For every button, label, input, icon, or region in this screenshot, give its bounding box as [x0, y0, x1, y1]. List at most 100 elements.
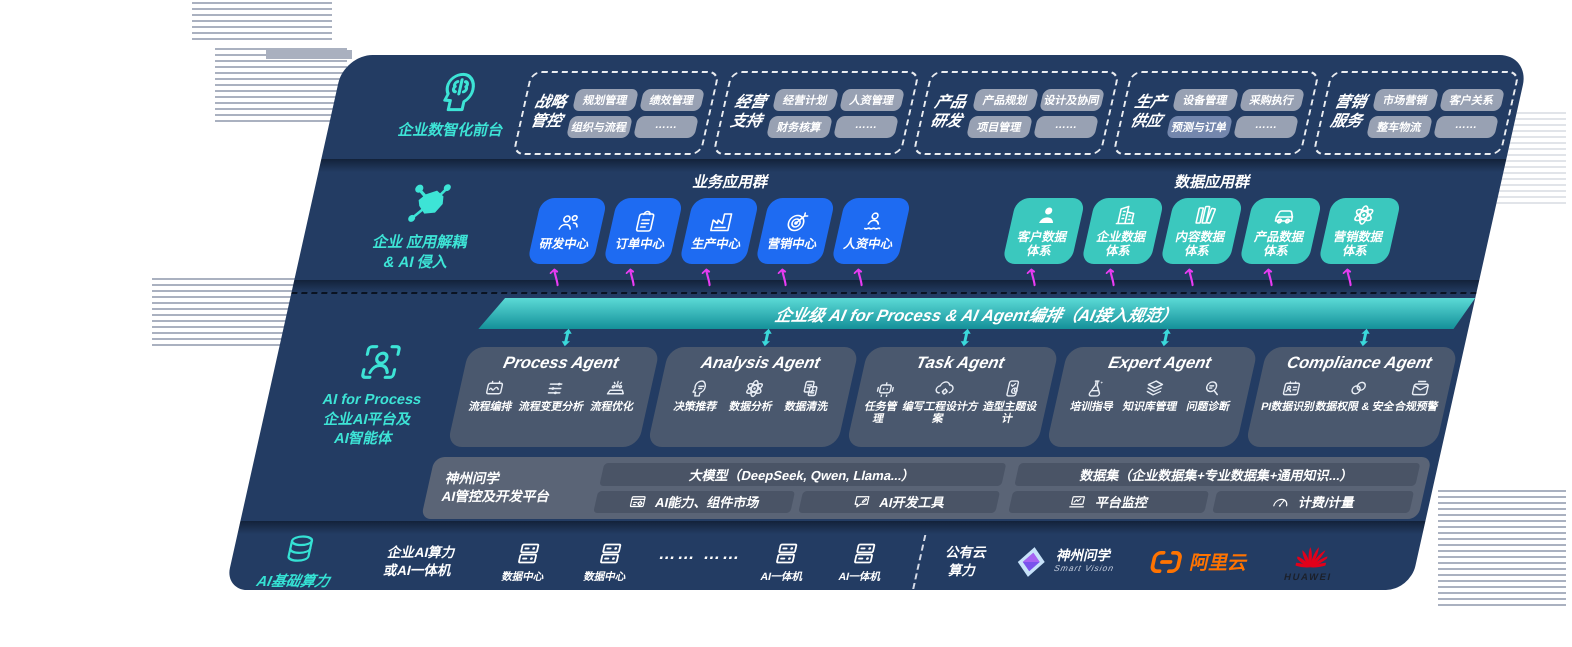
datasets-bar: 数据集（企业数据集+专业数据集+通用知识...） [1013, 463, 1421, 486]
data-box-content: 内容数据 体系 [1159, 198, 1244, 264]
chip: …… [832, 115, 900, 138]
analysis-agent-card: Analysis Agent 决策推荐 数据分析 数据清洗 [646, 347, 860, 447]
pinstripe-decoration [215, 48, 347, 122]
diamond-logo-icon [1011, 545, 1053, 579]
id-card-icon [1279, 378, 1305, 399]
vendor-alicloud: 阿里云 [1146, 545, 1252, 579]
chip: 人资管理 [838, 88, 906, 111]
chip: …… [1432, 115, 1500, 138]
alicloud-logo-icon [1146, 545, 1188, 579]
magenta-arrow-icon [1258, 265, 1283, 287]
magenta-arrow-icon [1179, 265, 1204, 287]
data-group-title: 数据应用群 [1173, 174, 1252, 191]
platform-models-half: 大模型（DeepSeek, Qwen, Llama...） AI能力、组件市场 … [593, 463, 1006, 513]
mail-icon [1408, 378, 1434, 399]
layer-label-app-decoupling: 企业 应用解耦 & AI 侵入 [336, 181, 512, 274]
chip: …… [1032, 115, 1100, 138]
flask-icon [1083, 378, 1109, 399]
vendor-huawei: HUAWEI [1283, 541, 1340, 583]
hr-people-icon [859, 210, 888, 234]
doc-transfer-icon [798, 378, 824, 399]
atom-icon [1349, 203, 1378, 227]
business-app-group: 业务应用群 研发中心 订单中心 [522, 171, 919, 287]
team-icon [555, 210, 584, 234]
chip: 设备管理 [1172, 88, 1239, 111]
atom-icon [742, 378, 768, 399]
node-ai-appliance-2: AI一体机 [837, 540, 889, 584]
building-icon [1112, 203, 1141, 227]
infrastructure-row: AI基础算力 企业AI算力 或AI一体机 数据中心 数据中心 …… …… AI一体… [255, 533, 1415, 590]
chip: 采购执行 [1238, 88, 1306, 111]
enterprise-compute-label: 企业AI算力 或AI一体机 [382, 544, 458, 578]
magenta-arrow-icon [697, 265, 722, 287]
chip: …… [1232, 115, 1300, 138]
scan-person-icon [352, 339, 408, 385]
magenta-arrow-icon [1021, 265, 1046, 287]
layer-label-text: 企业数智化前台 [396, 122, 506, 139]
models-bar: 大模型（DeepSeek, Qwen, Llama...） [599, 463, 1006, 486]
business-group-title: 业务应用群 [691, 174, 770, 191]
process-agent-card: Process Agent 流程编排 流程变更分析 流程优化 [446, 347, 660, 447]
front-office-groups: 战略 管控 规划管理 绩效管理 组织与流程 …… 经营 支持 经营计划 人资管理 财… [512, 71, 1521, 155]
chip: 市场营销 [1372, 88, 1439, 111]
double-arrow-icon [869, 328, 1064, 347]
conveyor-icon [603, 378, 629, 399]
search-chat-icon [1199, 378, 1225, 399]
pinstripe-decoration [1438, 490, 1566, 608]
cell-platform-monitor: 平台监控 [1007, 490, 1210, 513]
ai-label-line3: AI智能体 [332, 431, 395, 448]
chip: …… [632, 115, 700, 138]
chat-tools-icon [851, 493, 873, 511]
monitor-icon [1067, 493, 1089, 511]
phone-check-icon [1001, 378, 1027, 399]
double-arrow-icon [669, 328, 864, 347]
gauge-icon [1270, 493, 1292, 511]
chip: 绩效管理 [638, 88, 706, 111]
main-panel: 企业数智化前台 企业 应用解耦 & AI 侵入 AI for Process 企… [225, 55, 1530, 590]
link-circles-icon [1346, 378, 1372, 399]
head-chat-icon [687, 378, 713, 399]
vendor-shenzhou-wenxue: 神州问学 Smart Vision [1011, 545, 1120, 579]
application-layer: 业务应用群 研发中心 订单中心 [505, 171, 1493, 297]
ai-label-line1: AI for Process [321, 392, 423, 408]
ai-label-line2: 企业AI平台及 [322, 411, 413, 428]
app-box-rd-center: 研发中心 [526, 198, 608, 264]
group-production: 生产 供应 设备管理 采购执行 预测与订单 …… [1112, 71, 1321, 155]
chip: 设计及协同 [1038, 88, 1106, 111]
data-box-marketing: 营销数据 体系 [1317, 198, 1402, 264]
cell-ai-capability-market: AI能力、组件市场 [593, 490, 795, 513]
node-datacenter-1: 数据中心 [500, 540, 552, 584]
pinstripe-decoration [192, 2, 332, 40]
chip: 组织与流程 [566, 115, 633, 138]
app-box-production-center: 生产中心 [678, 198, 760, 264]
data-box-enterprise: 企业数据 体系 [1080, 198, 1165, 264]
magenta-arrow-icon [773, 265, 798, 287]
group-operation: 经营 支持 经营计划 人资管理 财务核算 …… [712, 71, 921, 155]
cloud-gear-icon [932, 378, 958, 399]
group-strategy: 战略 管控 规划管理 绩效管理 组织与流程 …… [512, 71, 721, 155]
double-arrow-icon [469, 328, 664, 347]
cell-billing-metering: 计费/计量 [1212, 490, 1415, 513]
ai-base-compute-label: AI基础算力 [255, 533, 340, 591]
magenta-arrow-icon [545, 265, 570, 287]
magenta-arrow-icon [1337, 265, 1362, 287]
double-arrow-icon [1268, 328, 1463, 347]
data-box-product: 产品数据 体系 [1238, 198, 1323, 264]
chip: 整车物流 [1366, 115, 1433, 138]
layer-label-line1: 企业 应用解耦 [371, 234, 470, 251]
layer-label-line2: & AI 侵入 [381, 254, 450, 272]
public-cloud-label: 公有云 算力 [944, 544, 989, 578]
module-gear-icon [627, 493, 649, 511]
group-marketing: 营销 服务 市场营销 客户关系 整车物流 …… [1312, 71, 1521, 155]
server-icon [594, 540, 627, 567]
wave-box-icon [482, 378, 508, 399]
gray-bar-decoration [266, 50, 352, 59]
app-box-order-center: 订单中心 [602, 198, 684, 264]
node-ai-appliance-1: AI一体机 [759, 540, 811, 584]
cell-ai-dev-tools: AI开发工具 [797, 490, 1000, 513]
platform-bar: 神州问学 AI管控及开发平台 大模型（DeepSeek, Qwen, Llama… [420, 457, 1432, 519]
chip: 项目管理 [966, 115, 1033, 138]
dashed-separator [291, 292, 1477, 294]
layer-label-front-office: 企业数智化前台 [373, 69, 539, 141]
